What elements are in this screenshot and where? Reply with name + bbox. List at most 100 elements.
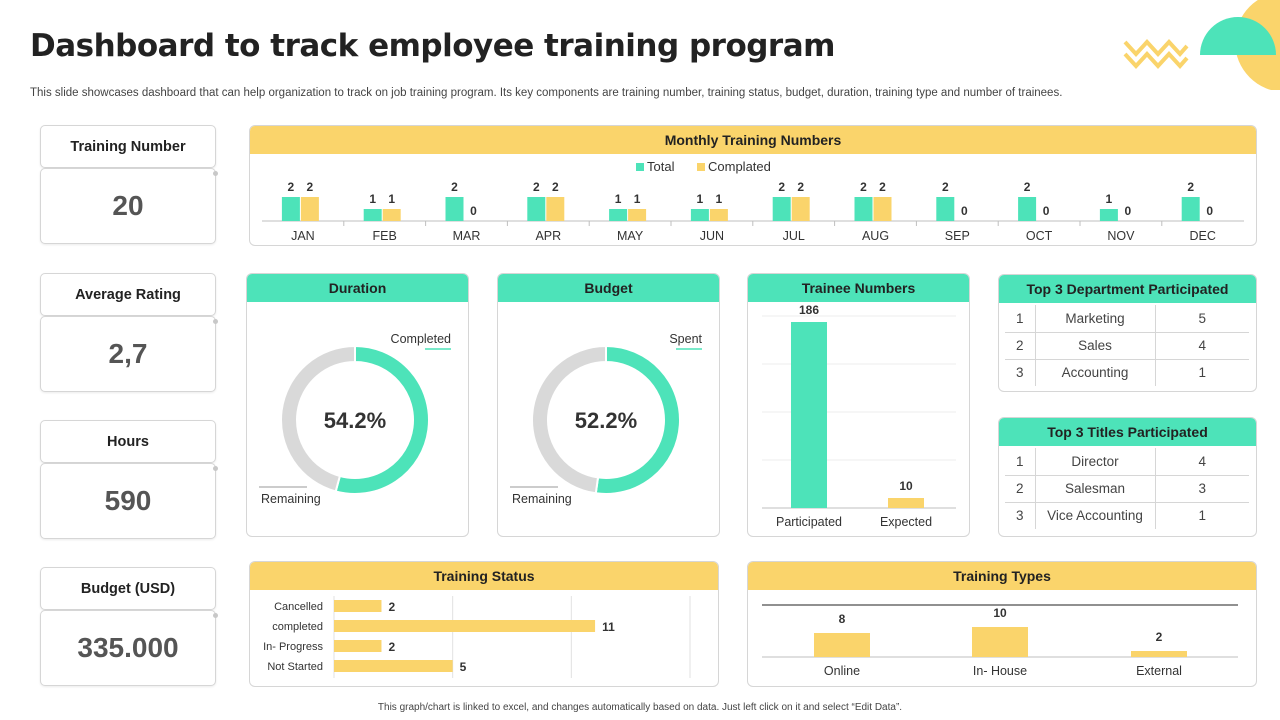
bar-total bbox=[854, 197, 873, 221]
count-cell: 4 bbox=[1155, 448, 1249, 476]
data-label: 2 bbox=[879, 180, 886, 194]
bar-status bbox=[334, 600, 382, 612]
page-title: Dashboard to track employee training pro… bbox=[30, 28, 835, 64]
table-row: 2 Sales 4 bbox=[1005, 332, 1249, 360]
y-tick-label: In- Progress bbox=[263, 641, 323, 653]
bar-total bbox=[772, 197, 791, 221]
x-tick-label: MAY bbox=[617, 229, 644, 243]
titles-table: 1 Director 4 2 Salesman 3 3 Vice Account… bbox=[1005, 448, 1249, 529]
bar-participated bbox=[791, 322, 827, 508]
data-label: 5 bbox=[460, 660, 467, 674]
training-status-panel: Training Status Cancelled 2 completed 11 In-… bbox=[249, 561, 719, 687]
y-tick-label: completed bbox=[272, 621, 323, 633]
x-tick-label: Expected bbox=[880, 515, 932, 529]
data-label: 1 bbox=[388, 192, 395, 206]
kpi-budget-label: Budget (USD) bbox=[40, 567, 216, 610]
count-cell: 4 bbox=[1155, 332, 1249, 360]
data-label: 0 bbox=[1206, 204, 1213, 218]
training-types-title: Training Types bbox=[748, 562, 1256, 590]
kpi-training-number-label: Training Number bbox=[40, 125, 216, 168]
footnote: This graph/chart is linked to excel, and… bbox=[377, 702, 903, 713]
rank-cell: 3 bbox=[1005, 502, 1036, 529]
bar-total bbox=[281, 197, 300, 221]
data-label: 1 bbox=[634, 192, 641, 206]
table-row: 3 Vice Accounting 1 bbox=[1005, 502, 1249, 529]
donut-label-remaining: Remaining bbox=[512, 492, 572, 506]
data-label: 2 bbox=[288, 180, 295, 194]
bar-completed bbox=[628, 209, 647, 221]
x-tick-label: External bbox=[1136, 664, 1182, 678]
data-label: 2 bbox=[552, 180, 559, 194]
count-cell: 1 bbox=[1198, 508, 1206, 524]
data-label: 2 bbox=[388, 600, 395, 614]
rank-cell: 1 bbox=[1005, 305, 1036, 333]
bar-completed bbox=[300, 197, 319, 221]
x-tick-label: SEP bbox=[945, 229, 970, 243]
data-label: 2 bbox=[1156, 630, 1163, 644]
trainee-numbers-panel: Trainee Numbers 186 Participated 10 Expecte… bbox=[747, 273, 970, 537]
legend-label-completed: Complated bbox=[708, 159, 771, 174]
data-label: 2 bbox=[860, 180, 867, 194]
donut-label-spent: Spent bbox=[669, 332, 702, 346]
x-tick-label: In- House bbox=[973, 664, 1027, 678]
data-label: 2 bbox=[307, 180, 314, 194]
training-status-title: Training Status bbox=[250, 562, 718, 590]
monthly-training-panel: Monthly Training Numbers Total Complated 2… bbox=[249, 125, 1257, 246]
x-tick-label: APR bbox=[535, 229, 561, 243]
bar-completed bbox=[546, 197, 565, 221]
legend-swatch-completed bbox=[697, 163, 705, 171]
legend-swatch-total bbox=[636, 163, 644, 171]
bar-total bbox=[609, 209, 628, 221]
departments-table: 1 Marketing 5 2 Sales 4 3 Accounting 1 bbox=[1005, 305, 1249, 386]
bar-status bbox=[334, 660, 453, 672]
departments-title: Top 3 Department Participated bbox=[999, 275, 1256, 303]
kpi-budget-value: 335.000 bbox=[40, 610, 216, 686]
data-label: 2 bbox=[778, 180, 785, 194]
data-label: 0 bbox=[1043, 204, 1050, 218]
trainee-numbers-chart: 186 Participated 10 Expected bbox=[762, 303, 956, 529]
x-tick-label: JUN bbox=[700, 229, 724, 243]
count-cell: 3 bbox=[1155, 475, 1249, 503]
decorative-shapes bbox=[1123, 0, 1280, 90]
donut-center-value: 54.2% bbox=[324, 408, 386, 433]
data-label: 2 bbox=[797, 180, 804, 194]
bar-total bbox=[936, 197, 955, 221]
bar-total bbox=[363, 209, 382, 221]
x-tick-label: OCT bbox=[1026, 229, 1053, 243]
budget-panel: Budget 52.2% Spent Remaining bbox=[497, 273, 720, 537]
departments-panel: Top 3 Department Participated 1 Marketin… bbox=[998, 274, 1257, 392]
job-title-cell: Vice Accounting bbox=[1035, 502, 1156, 529]
department-cell: Sales bbox=[1035, 332, 1156, 360]
rank-cell: 2 bbox=[1005, 332, 1036, 360]
donut-label-remaining: Remaining bbox=[261, 492, 321, 506]
data-label: 1 bbox=[615, 192, 622, 206]
table-row: 3 Accounting 1 bbox=[1005, 359, 1249, 386]
x-tick-label: MAR bbox=[453, 229, 481, 243]
bar-completed bbox=[382, 209, 401, 221]
training-types-panel: Training Types 8 Online 10 In- House 2 Extern… bbox=[747, 561, 1257, 687]
bar-total bbox=[1099, 209, 1118, 221]
data-label: 1 bbox=[1106, 192, 1113, 206]
bar-total bbox=[445, 197, 464, 221]
rank-cell: 1 bbox=[1005, 448, 1036, 476]
bar-total bbox=[527, 197, 546, 221]
data-label: 2 bbox=[388, 640, 395, 654]
department-cell: Marketing bbox=[1035, 305, 1156, 333]
count-cell: 5 bbox=[1155, 305, 1249, 333]
data-label: 10 bbox=[993, 606, 1007, 620]
duration-title: Duration bbox=[247, 274, 468, 302]
kpi-dot bbox=[213, 466, 218, 471]
data-label: 8 bbox=[839, 612, 846, 626]
bar-completed bbox=[709, 209, 728, 221]
budget-donut-chart: 52.2% Spent Remaining bbox=[510, 332, 703, 506]
data-label: 2 bbox=[942, 180, 949, 194]
kpi-average-rating-value: 2,7 bbox=[40, 316, 216, 392]
x-tick-label: AUG bbox=[862, 229, 889, 243]
donut-center-value: 52.2% bbox=[575, 408, 637, 433]
trainee-numbers-title: Trainee Numbers bbox=[748, 274, 969, 302]
kpi-training-number-value: 20 bbox=[40, 168, 216, 244]
kpi-dot bbox=[213, 319, 218, 324]
monthly-training-title: Monthly Training Numbers bbox=[250, 126, 1256, 154]
x-tick-label: DEC bbox=[1189, 229, 1215, 243]
